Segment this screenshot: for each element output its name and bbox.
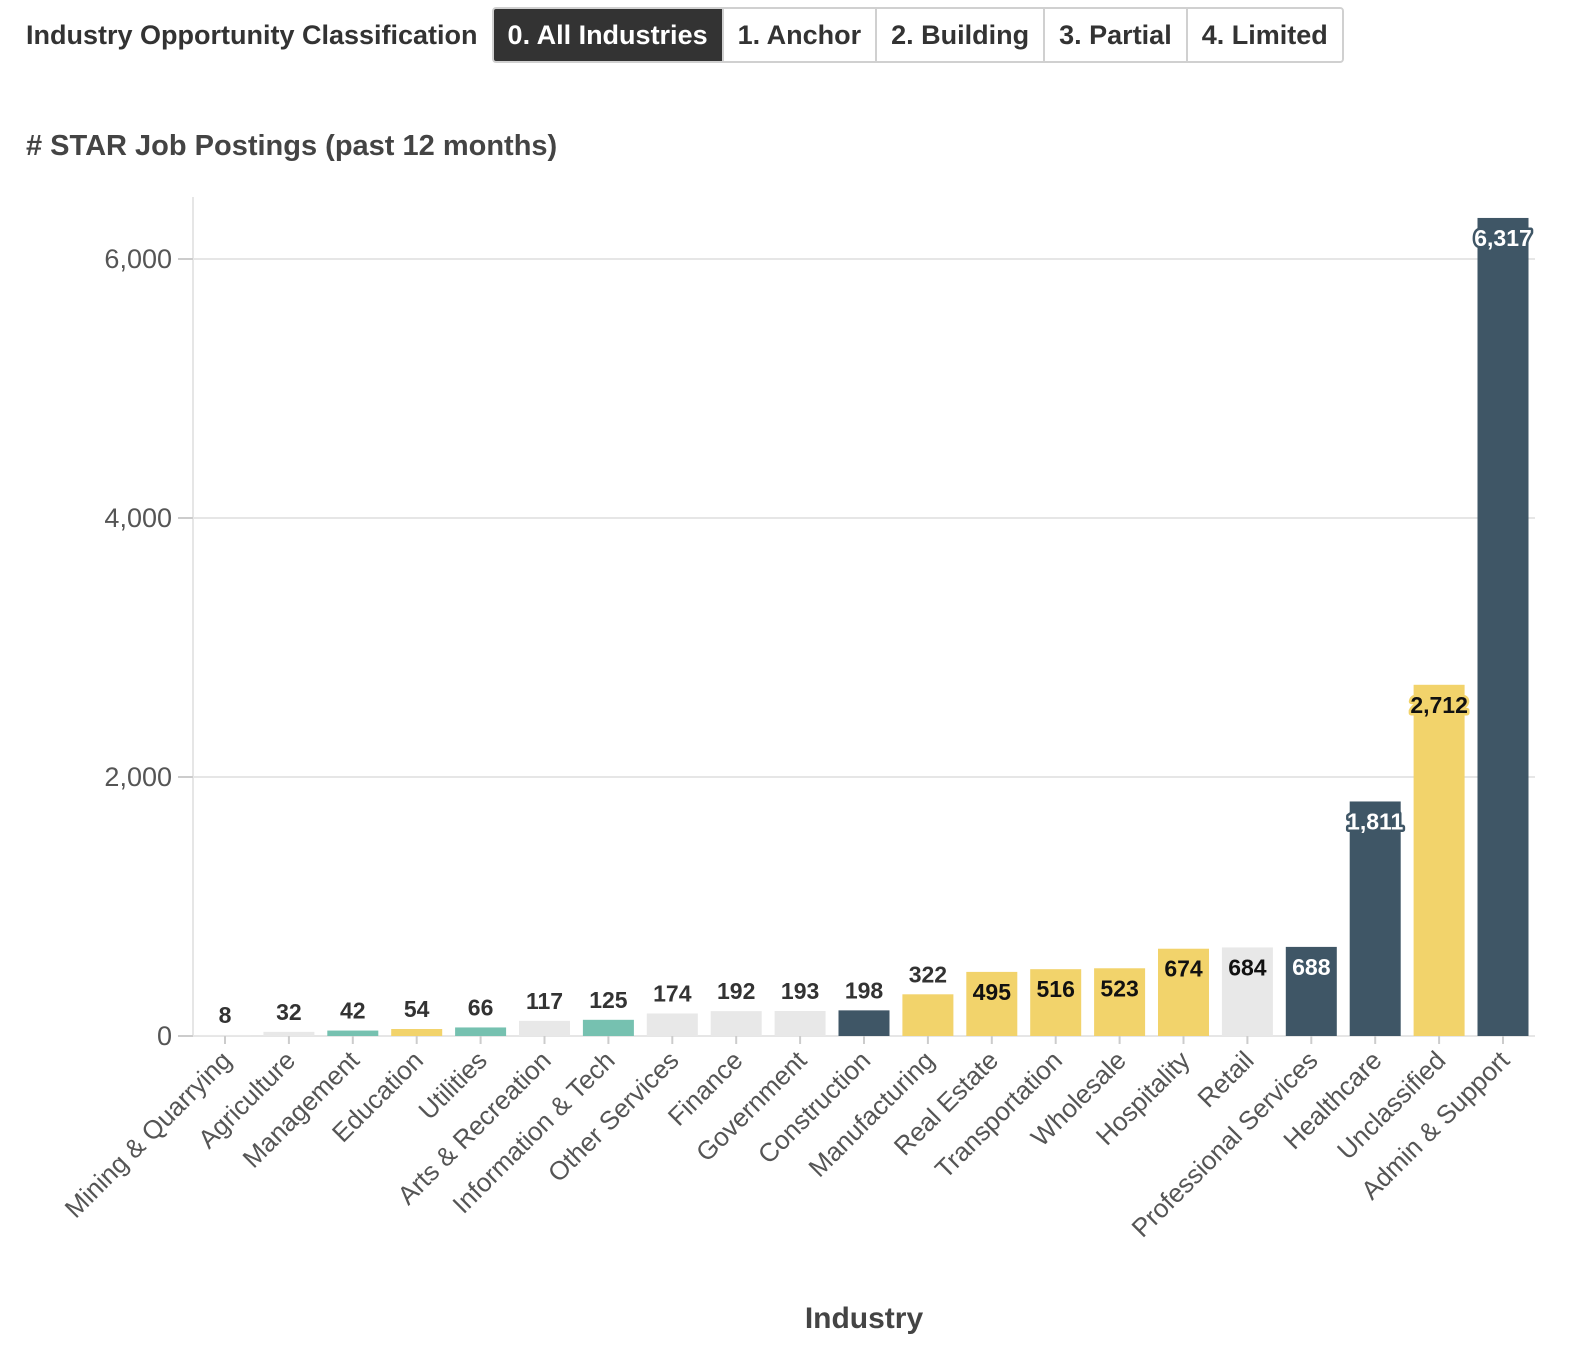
bar[interactable] [902,994,954,1036]
data-label: 193 [781,978,819,1004]
bars [199,217,1529,1037]
data-label: 6,317 [1474,225,1532,251]
data-label: 2,712 [1410,692,1468,718]
toolbar-label: Industry Opportunity Classification [26,19,478,50]
data-label: 66 [468,994,494,1020]
bar[interactable] [519,1020,570,1036]
data-label: 198 [845,977,884,1003]
data-label: 8 [219,1002,232,1028]
data-label: 125 [589,987,628,1013]
bar[interactable] [646,1013,698,1036]
filter-all-industries-button[interactable]: 0. All Industries [493,9,722,61]
classification-toolbar: Industry Opportunity Classification 0. A… [26,7,1344,63]
data-label: 688 [1292,954,1331,980]
data-label: 495 [973,979,1012,1005]
chart-title: # STAR Job Postings (past 12 months) [26,130,558,162]
classification-segmented-control: 0. All Industries 1. Anchor 2. Building … [491,7,1344,63]
bar[interactable] [582,1019,634,1036]
data-label: 42 [340,998,366,1024]
data-label: 192 [717,978,755,1004]
y-tick-label: 4,000 [104,503,172,533]
bar[interactable] [710,1011,762,1036]
gridlines [192,197,1535,1037]
data-label: 674 [1164,956,1203,982]
y-tick-label: 2,000 [104,762,172,792]
data-label: 684 [1228,954,1267,980]
filter-limited-button[interactable]: 4. Limited [1185,9,1342,61]
bar[interactable] [838,1010,890,1036]
bar[interactable] [263,1031,315,1036]
bar[interactable] [1477,217,1529,1037]
data-label: 174 [653,980,692,1006]
bar[interactable] [1221,947,1273,1036]
filter-building-button[interactable]: 2. Building [875,9,1044,61]
bar[interactable] [1413,684,1465,1036]
x-axis-title: Industry [805,1302,924,1335]
x-axis: Mining & QuarryingAgricultureManagementE… [59,1036,1516,1243]
data-label: 523 [1100,975,1138,1001]
bar[interactable] [1285,946,1337,1036]
filter-anchor-button[interactable]: 1. Anchor [721,9,876,61]
y-axis: 0 2,000 4,000 6,000 [104,244,193,1051]
data-label: 1,811 [1347,808,1403,834]
bar[interactable] [1158,948,1209,1036]
y-tick-label: 0 [157,1021,172,1051]
data-label: 32 [276,999,302,1025]
bar[interactable] [1094,968,1146,1036]
bar[interactable] [774,1011,826,1036]
bar[interactable] [327,1030,379,1036]
bar[interactable] [455,1027,507,1036]
data-label: 516 [1037,976,1075,1002]
data-label: 117 [526,988,563,1014]
bar[interactable] [1030,969,1082,1036]
data-label: 54 [404,996,430,1022]
bar[interactable] [391,1029,443,1036]
y-tick-label: 6,000 [104,244,172,274]
filter-partial-button[interactable]: 3. Partial [1043,9,1186,61]
data-labels: 8 32 42 54 66 117 125 174 192 193 198 322 495 516 523 6… [216,222,1534,1030]
bar[interactable] [1349,801,1401,1036]
bar[interactable] [966,971,1018,1036]
bar[interactable] [199,1034,251,1036]
data-label: 322 [909,961,947,987]
